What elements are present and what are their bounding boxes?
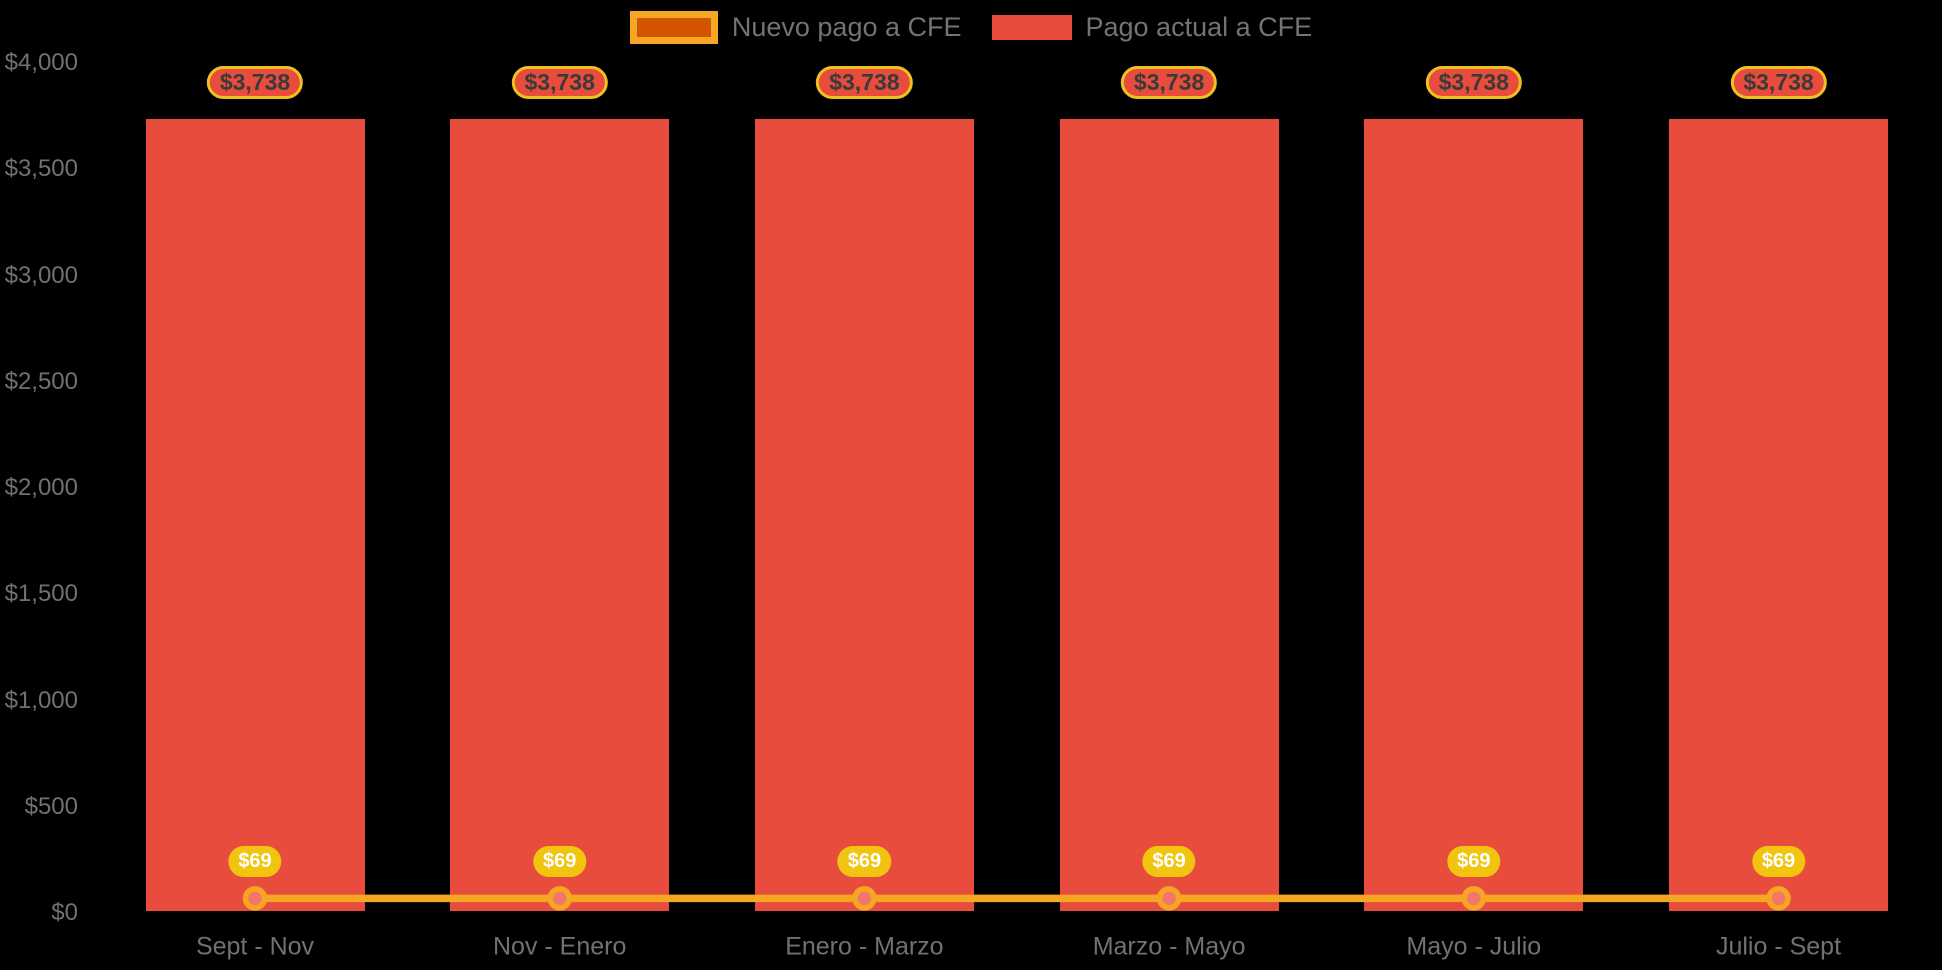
line-marker[interactable] — [242, 886, 268, 911]
x-axis-category-label: Julio - Sept — [1715, 932, 1842, 961]
bar-value-badge: $3,738 — [816, 66, 913, 99]
bar-value-badge: $3,738 — [206, 66, 304, 99]
bar-value-badge: $3,738 — [511, 66, 608, 99]
y-axis-tick-label: $500 — [24, 792, 78, 820]
legend-item-pago-actual[interactable]: Pago actual a CFE — [991, 12, 1313, 42]
x-axis-category-label: Mayo - Julio — [1406, 932, 1542, 961]
line-value-badge: $69 — [533, 846, 587, 877]
y-axis-tick-label: $1,000 — [4, 686, 78, 714]
legend-label: Nuevo pago a CFE — [731, 12, 962, 42]
line-value-badge: $69 — [1751, 846, 1806, 877]
chart-legend: Nuevo pago a CFE Pago actual a CFE — [0, 11, 1942, 44]
bar-series-swatch-icon — [991, 15, 1072, 40]
bar-pago-actual[interactable] — [754, 118, 974, 911]
bar-value-badge: $3,738 — [1425, 66, 1522, 99]
line-marker[interactable] — [852, 886, 877, 911]
line-marker[interactable] — [547, 886, 572, 911]
bar-pago-actual[interactable] — [1364, 118, 1584, 911]
y-axis-tick-label: $2,500 — [4, 367, 78, 395]
bar-pago-actual[interactable] — [1669, 118, 1888, 911]
legend-label: Pago actual a CFE — [1085, 12, 1313, 42]
line-series-swatch-icon — [629, 11, 718, 44]
y-axis-tick-label: $4,000 — [4, 49, 78, 76]
line-marker[interactable] — [1766, 886, 1791, 911]
x-axis-category-label: Marzo - Mayo — [1092, 932, 1246, 961]
bar-pago-actual[interactable] — [145, 118, 365, 911]
line-marker[interactable] — [1461, 886, 1487, 911]
y-axis-tick-label: $1,500 — [4, 580, 78, 608]
y-axis-tick-label: $0 — [51, 899, 78, 926]
y-axis-tick-label: $3,000 — [4, 261, 78, 289]
bar-pago-actual[interactable] — [450, 118, 670, 911]
line-value-badge: $69 — [228, 846, 282, 877]
x-axis-category-label: Sept - Nov — [195, 932, 315, 961]
bar-value-badge: $3,738 — [1730, 66, 1827, 99]
line-value-badge: $69 — [1447, 846, 1501, 877]
line-value-badge: $69 — [1142, 846, 1196, 877]
bar-pago-actual[interactable] — [1059, 118, 1279, 911]
x-axis-category-label: Enero - Marzo — [785, 932, 944, 961]
line-marker[interactable] — [1156, 886, 1182, 911]
y-axis-tick-label: $3,500 — [4, 155, 78, 183]
bar-value-badge: $3,738 — [1120, 66, 1218, 99]
line-value-badge: $69 — [837, 846, 892, 877]
x-axis-category-label: Nov - Enero — [492, 932, 627, 961]
y-axis-tick-label: $2,000 — [4, 474, 78, 501]
legend-item-nuevo-pago[interactable]: Nuevo pago a CFE — [629, 11, 962, 44]
